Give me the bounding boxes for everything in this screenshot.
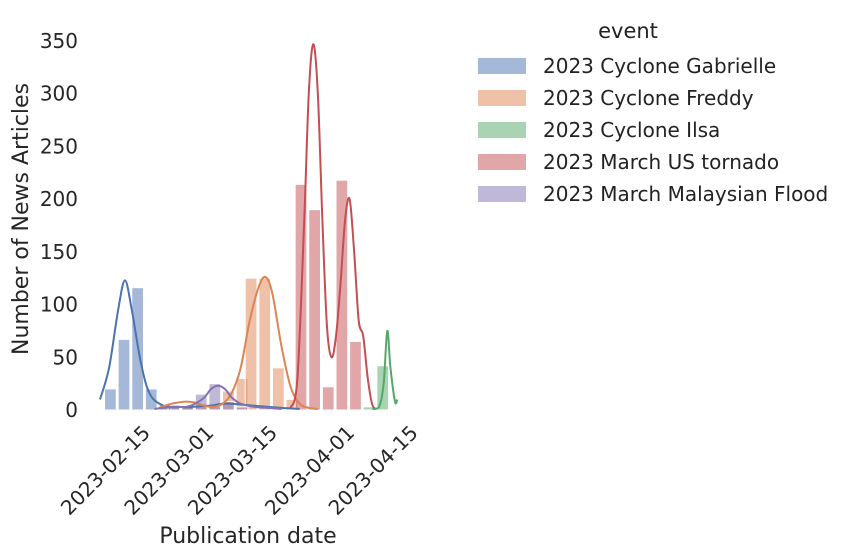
y-tick-label: 0 (65, 398, 78, 422)
histogram-bar (117, 338, 131, 411)
legend-label: 2023 Cyclone Freddy (543, 86, 754, 110)
legend-entry: 2023 Cyclone Gabrielle (478, 50, 828, 82)
histogram-bar (208, 383, 222, 411)
legend-entry: 2023 March US tornado (478, 146, 828, 178)
legend-label: 2023 Cyclone Gabrielle (543, 54, 777, 78)
kde-line (372, 329, 399, 410)
histogram-bar (308, 209, 322, 411)
legend-swatch (478, 90, 526, 106)
kde-line (158, 275, 318, 410)
histogram-bar (258, 277, 272, 411)
y-tick-label: 350 (40, 29, 78, 53)
legend-entry: 2023 March Malaysian Flood (478, 178, 828, 210)
y-tick-label: 150 (40, 240, 78, 264)
legend-swatch (478, 154, 526, 170)
legend-swatch (478, 186, 526, 202)
kde-line (289, 43, 378, 410)
histogram-bar (104, 388, 117, 411)
y-tick-label: 250 (40, 134, 78, 158)
x-axis-label: Publication date (159, 524, 336, 549)
legend-items: 2023 Cyclone Gabrielle 2023 Cyclone Fredd… (478, 50, 828, 210)
legend-entry: 2023 Cyclone Freddy (478, 82, 828, 114)
y-tick-label: 200 (40, 187, 78, 211)
legend-label: 2023 March Malaysian Flood (543, 182, 829, 206)
legend-entry: 2023 Cyclone Ilsa (478, 114, 828, 146)
legend-swatch (478, 122, 526, 138)
legend-title: event (598, 19, 658, 43)
histogram-bar (222, 401, 235, 411)
y-tick-label: 100 (40, 293, 78, 317)
histogram-bar (144, 388, 158, 411)
kde-line (154, 384, 282, 410)
kde-layer (99, 43, 399, 410)
y-axis-label: Number of News Articles (9, 83, 34, 355)
histogram-bar (349, 340, 362, 411)
x-tick-labels: 2023-02-152023-03-012023-03-152023-04-01… (56, 421, 423, 520)
y-tick-labels: 0 50 100 150 200 250 300 350 (40, 29, 78, 422)
y-tick-label: 300 (40, 82, 78, 106)
legend: event 2023 Cyclone Gabrielle 2023 Cyclone… (478, 16, 828, 210)
histogram-bar (321, 386, 335, 411)
legend-label: 2023 March US tornado (543, 150, 780, 174)
histogram-bar (271, 367, 285, 411)
legend-swatch (478, 58, 526, 74)
histogram-bar (235, 406, 249, 411)
y-tick-label: 50 (53, 345, 78, 369)
histogram-bar (335, 179, 349, 411)
legend-label: 2023 Cyclone Ilsa (543, 118, 721, 142)
